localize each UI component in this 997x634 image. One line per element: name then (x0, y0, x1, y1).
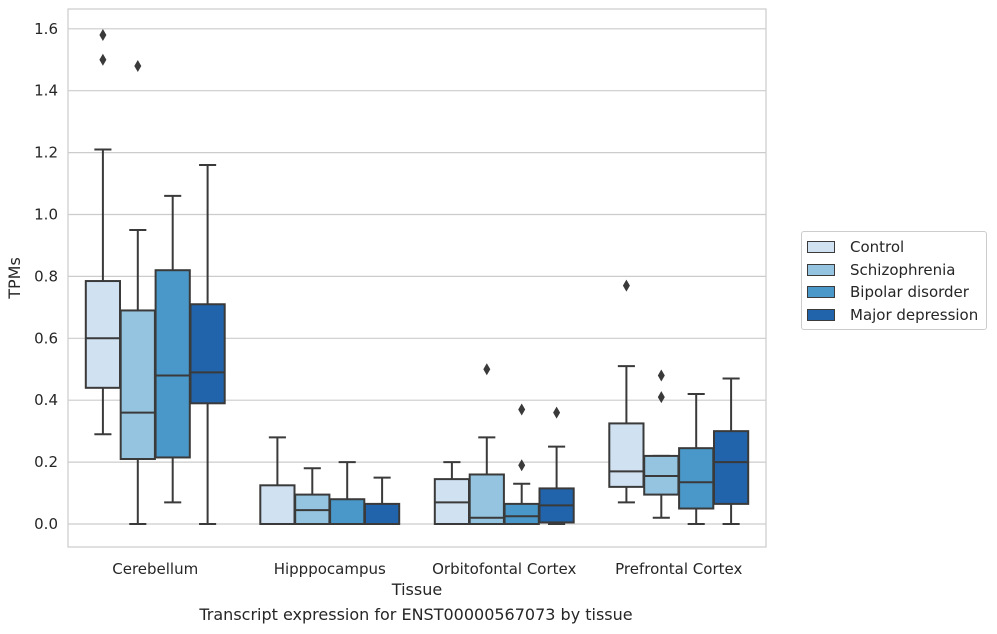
legend-swatch (807, 286, 835, 299)
box-1-3 (363, 476, 401, 526)
outlier-point (483, 363, 491, 376)
box-1-1 (294, 467, 331, 526)
box-3-0 (608, 279, 645, 504)
outlier-point (518, 403, 526, 416)
legend-label: Schizophrenia (850, 260, 956, 279)
box-2-0 (433, 461, 471, 525)
box-0-3 (189, 163, 226, 525)
chart-caption: Transcript expression for ENST0000056707… (199, 605, 633, 624)
plot-frame (67, 8, 767, 548)
legend: Control Schizophrenia Bipolar disorder Majo… (801, 231, 987, 330)
outlier-point (99, 53, 107, 66)
x-tick-label: Orbitofontal Cortex (432, 560, 576, 578)
box-2-2 (503, 403, 540, 526)
legend-swatch (807, 308, 835, 321)
y-tick-label: 0.8 (34, 267, 58, 285)
box-iqr (189, 303, 226, 405)
box-iqr (608, 422, 645, 488)
box-iqr (363, 502, 401, 526)
box-iqr (712, 430, 750, 505)
legend-item: Schizophrenia (802, 259, 986, 282)
outlier-point (622, 279, 630, 292)
box-iqr (119, 309, 156, 461)
box-3-3 (712, 377, 750, 525)
y-tick-label: 0.2 (34, 453, 58, 471)
outlier-point (99, 28, 107, 41)
box-0-1 (119, 59, 156, 525)
legend-item: Control (802, 236, 986, 259)
y-tick-label: 1.2 (34, 144, 58, 162)
boxes-layer (84, 28, 750, 526)
y-tick-label: 1.6 (34, 20, 58, 38)
box-3-1 (643, 369, 680, 519)
x-tick-labels: Cerebellum Hipppocampus Orbitofontal Corte… (112, 560, 742, 578)
box-1-0 (259, 436, 296, 525)
box-0-2 (154, 194, 191, 504)
y-tick-label: 1.4 (34, 82, 58, 100)
outlier-point (657, 369, 665, 382)
legend-label: Control (850, 238, 905, 257)
box-1-2 (329, 461, 366, 525)
outlier-point (518, 459, 526, 472)
legend-swatch (807, 263, 835, 276)
box-iqr (84, 280, 122, 389)
outlier-point (134, 59, 142, 72)
box-iqr (503, 502, 540, 526)
outlier-point (657, 391, 665, 404)
y-tick-label: 0.6 (34, 329, 58, 347)
box-iqr (259, 484, 296, 525)
x-axis-label: Tissue (391, 580, 442, 599)
x-tick-label: Prefrontal Cortex (615, 560, 742, 578)
y-tick-label: 1.0 (34, 206, 58, 224)
x-tick-label: Hipppocampus (274, 560, 386, 578)
box-iqr (329, 498, 366, 525)
legend-label: Major depression (850, 305, 979, 324)
y-axis-label: TPMs (5, 257, 24, 300)
legend-label: Bipolar disorder (850, 283, 969, 302)
box-0-0 (84, 28, 122, 436)
box-iqr (678, 447, 715, 510)
legend-item: Major depression (802, 304, 986, 327)
box-3-2 (678, 393, 715, 525)
y-tick-label: 0.4 (34, 391, 58, 409)
x-tick-label: Cerebellum (112, 560, 198, 578)
outlier-point (553, 406, 561, 419)
box-iqr (154, 269, 191, 459)
box-2-3 (538, 406, 575, 525)
box-2-1 (468, 363, 505, 526)
legend-item: Bipolar disorder (802, 281, 986, 304)
legend-swatch (807, 241, 835, 254)
y-tick-labels: 0.0 0.2 0.4 0.6 0.8 1.0 1.2 1.4 1.6 (34, 20, 58, 533)
y-tick-label: 0.0 (34, 515, 58, 533)
box-iqr (468, 473, 505, 526)
